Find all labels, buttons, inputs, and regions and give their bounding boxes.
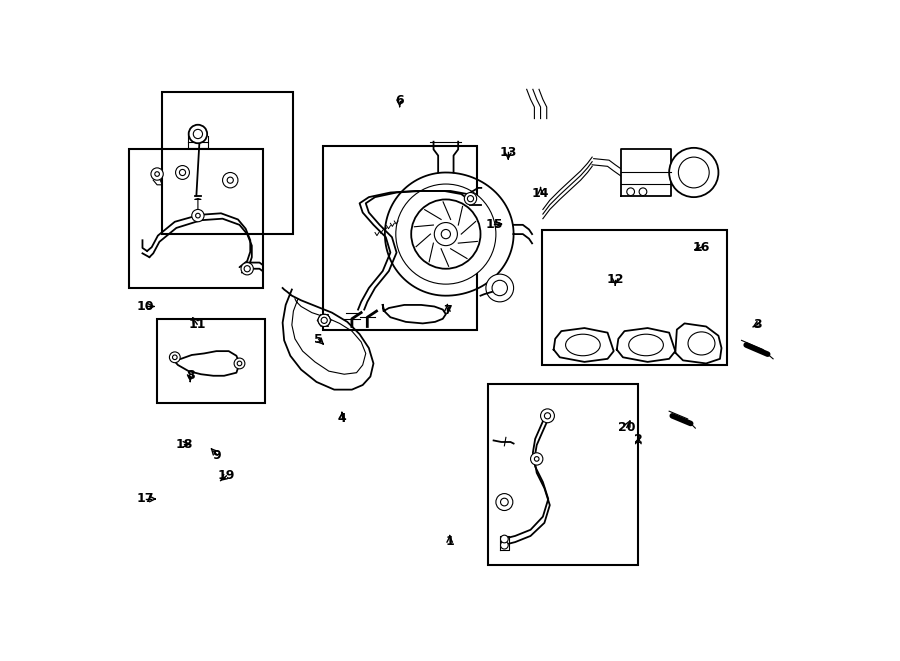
Text: 3: 3: [753, 318, 762, 330]
Polygon shape: [675, 323, 722, 364]
Polygon shape: [621, 149, 670, 196]
Circle shape: [492, 280, 508, 295]
Circle shape: [151, 168, 163, 180]
Bar: [488, 384, 638, 565]
Circle shape: [396, 184, 496, 284]
Circle shape: [238, 361, 242, 366]
Text: 16: 16: [693, 241, 710, 254]
Circle shape: [486, 274, 514, 302]
Circle shape: [544, 412, 551, 419]
Circle shape: [541, 409, 554, 423]
Circle shape: [321, 317, 328, 323]
Polygon shape: [382, 305, 446, 323]
Text: 18: 18: [176, 438, 193, 451]
Circle shape: [241, 262, 254, 275]
Bar: [158, 319, 265, 403]
Circle shape: [535, 457, 539, 461]
Ellipse shape: [688, 332, 715, 355]
Circle shape: [496, 494, 513, 510]
Circle shape: [500, 498, 508, 506]
Circle shape: [531, 453, 543, 465]
Text: 6: 6: [395, 95, 404, 107]
Text: 7: 7: [443, 304, 452, 317]
Circle shape: [464, 192, 477, 205]
Bar: [322, 145, 477, 330]
Polygon shape: [283, 288, 374, 389]
Circle shape: [500, 541, 508, 549]
Circle shape: [227, 177, 233, 183]
Circle shape: [194, 130, 202, 139]
Text: 14: 14: [532, 187, 549, 200]
Ellipse shape: [565, 334, 600, 356]
Text: 17: 17: [137, 492, 154, 506]
Circle shape: [318, 314, 330, 327]
Circle shape: [189, 125, 207, 143]
Text: 9: 9: [212, 449, 221, 461]
Text: 15: 15: [486, 217, 503, 231]
Circle shape: [467, 196, 473, 202]
Text: 2: 2: [634, 433, 643, 446]
Circle shape: [192, 210, 204, 222]
Text: 11: 11: [188, 318, 206, 330]
Ellipse shape: [629, 334, 663, 356]
Circle shape: [169, 352, 180, 363]
Text: 20: 20: [618, 421, 635, 434]
Text: 10: 10: [137, 300, 154, 313]
Text: 12: 12: [607, 273, 624, 286]
Circle shape: [222, 173, 238, 188]
Text: 1: 1: [446, 535, 454, 548]
Text: 13: 13: [500, 146, 517, 159]
Circle shape: [176, 165, 189, 179]
Circle shape: [173, 355, 177, 360]
Circle shape: [639, 188, 647, 196]
Circle shape: [411, 200, 481, 269]
Circle shape: [626, 188, 634, 196]
Text: 5: 5: [314, 333, 323, 346]
Circle shape: [244, 266, 250, 272]
Bar: [163, 92, 293, 234]
Circle shape: [500, 535, 508, 543]
Circle shape: [435, 223, 457, 246]
Polygon shape: [554, 328, 614, 362]
Circle shape: [679, 157, 709, 188]
Bar: [129, 149, 264, 288]
Circle shape: [179, 169, 185, 176]
Bar: [542, 230, 727, 365]
Text: 4: 4: [338, 412, 346, 424]
Circle shape: [669, 148, 718, 197]
Circle shape: [195, 214, 200, 218]
Circle shape: [441, 229, 451, 239]
Polygon shape: [616, 328, 675, 362]
Circle shape: [234, 358, 245, 369]
Circle shape: [155, 172, 159, 176]
Text: 8: 8: [186, 369, 194, 382]
Text: 19: 19: [218, 469, 235, 483]
Polygon shape: [385, 173, 514, 295]
